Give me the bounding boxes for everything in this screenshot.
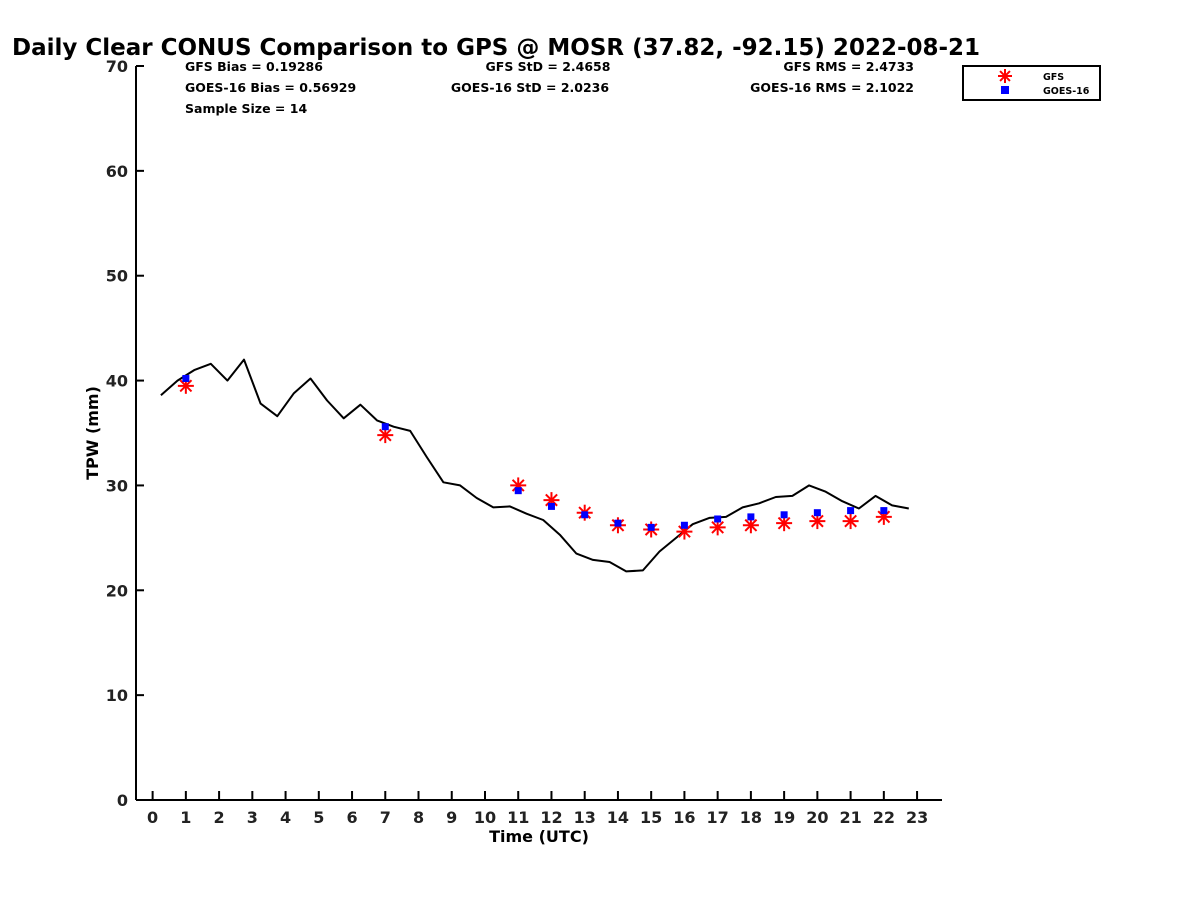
x-tick-label: 19 (773, 808, 795, 827)
x-tick-label: 16 (673, 808, 695, 827)
y-axis-ticks: 0 10 20 30 40 50 60 70 (106, 57, 144, 810)
legend-box (962, 65, 1101, 101)
gfs-point (842, 513, 859, 530)
goes16-point (614, 519, 622, 527)
y-tick-label: 40 (106, 372, 128, 391)
goes16-point (647, 523, 655, 531)
x-tick-label: 4 (280, 808, 291, 827)
gfs-point (177, 377, 194, 394)
goes16-point (714, 515, 722, 523)
x-tick-label: 6 (346, 808, 357, 827)
stat-label: GFS StD = 2.4658 (486, 59, 611, 74)
x-tick-label: 12 (540, 808, 562, 827)
y-tick-label: 20 (106, 581, 128, 600)
stat-label: GOES-16 StD = 2.0236 (451, 80, 609, 95)
goes16-point (581, 511, 589, 519)
x-tick-label: 8 (413, 808, 424, 827)
goes16-point (780, 511, 788, 519)
legend: GFS GOES-16 (962, 65, 1101, 101)
x-tick-label: 5 (313, 808, 324, 827)
x-tick-label: 17 (707, 808, 729, 827)
gfs-point (809, 513, 826, 530)
gfs-point (543, 492, 560, 509)
legend-label: GOES-16 (1043, 86, 1090, 97)
goes16-point (880, 507, 888, 515)
gps-series-line (160, 358, 909, 573)
goes16-point (182, 374, 190, 382)
legend-goes16-marker (1001, 86, 1009, 94)
x-tick-label: 3 (247, 808, 258, 827)
stat-label: GOES-16 Bias = 0.56929 (185, 80, 356, 95)
x-tick-label: 10 (474, 808, 496, 827)
legend-label: GFS (1043, 72, 1064, 83)
x-axis-ticks: 0 1 2 3 4 5 6 7 8 9 10 11 12 13 14 15 16 17 18 19 20 21 22 23 (147, 791, 928, 827)
x-tick-label: 14 (607, 808, 629, 827)
x-tick-label: 20 (806, 808, 828, 827)
x-tick-label: 1 (180, 808, 191, 827)
x-tick-label: 7 (380, 808, 391, 827)
chart-title: Daily Clear CONUS Comparison to GPS @ MO… (12, 35, 980, 61)
y-tick-label: 10 (106, 686, 128, 705)
x-axis-label: Time (UTC) (489, 827, 589, 846)
plot-lines (160, 358, 909, 573)
axes (135, 66, 942, 801)
gfs-point (776, 515, 793, 532)
stat-label: GFS RMS = 2.4733 (783, 59, 914, 74)
stat-label: GFS Bias = 0.19286 (185, 59, 323, 74)
y-tick-label: 0 (117, 791, 128, 810)
x-tick-label: 0 (147, 808, 158, 827)
x-tick-label: 9 (446, 808, 457, 827)
y-tick-label: 60 (106, 162, 128, 181)
x-tick-label: 22 (873, 808, 895, 827)
y-axis-label: TPW (mm) (83, 386, 102, 480)
goes16-point (747, 513, 755, 521)
plot-markers (177, 374, 892, 540)
x-tick-label: 13 (574, 808, 596, 827)
x-tick-label: 15 (640, 808, 662, 827)
y-tick-label: 70 (106, 57, 128, 76)
statistics-block: GFS Bias = 0.19286 GFS StD = 2.4658 GFS RM… (185, 59, 914, 116)
x-tick-label: 21 (839, 808, 861, 827)
stat-label: Sample Size = 14 (185, 101, 307, 116)
goes16-point (547, 502, 555, 510)
x-tick-label: 18 (740, 808, 762, 827)
x-tick-label: 11 (507, 808, 529, 827)
legend-gfs-marker (998, 69, 1012, 83)
x-tick-label: 23 (906, 808, 928, 827)
goes16-point (381, 423, 389, 431)
y-tick-label: 30 (106, 476, 128, 495)
y-tick-label: 50 (106, 267, 128, 286)
goes16-point (514, 487, 522, 495)
goes16-point (813, 509, 821, 517)
x-tick-label: 2 (214, 808, 225, 827)
goes16-point (680, 521, 688, 529)
stat-label: GOES-16 RMS = 2.1022 (750, 80, 914, 95)
goes16-point (847, 507, 855, 515)
